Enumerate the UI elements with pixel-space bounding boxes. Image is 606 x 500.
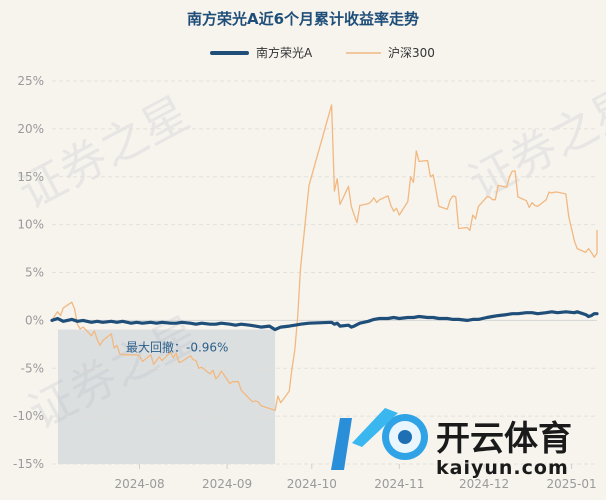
brand-logo: 开云体育 kaiyun.com: [331, 408, 572, 479]
y-tick-label: -15%: [13, 457, 44, 471]
logo-cn-text: 开云体育: [436, 419, 572, 459]
logo-url-text: kaiyun.com: [436, 457, 569, 479]
y-tick-label: 20%: [17, 122, 44, 136]
series-line-index: [51, 104, 598, 412]
x-tick-label: 2024-09: [202, 477, 252, 491]
x-tick-label: 2025-01: [547, 477, 597, 491]
y-tick-label: 15%: [17, 170, 44, 184]
y-tick-label: -10%: [13, 409, 44, 423]
logo-k-arm-icon: [352, 408, 398, 447]
legend-label-fund: 南方荣光A: [256, 45, 313, 60]
chart-title: 南方荣光A近6个月累计收益率走势: [187, 10, 419, 28]
max-drawdown-label: 最大回撤：-0.96%: [126, 340, 228, 355]
y-tick-label: -5%: [21, 361, 44, 375]
drawdown-region: [58, 329, 276, 464]
y-tick-label: 0%: [25, 313, 44, 327]
series-line-fund: [50, 310, 599, 332]
x-tick-label: 2024-10: [287, 477, 337, 491]
watermark-text-2: 证券之星: [460, 76, 606, 210]
legend-label-index: 沪深300: [388, 46, 435, 60]
x-tick-label: 2024-12: [459, 477, 509, 491]
logo-k-stem-icon: [331, 418, 352, 470]
watermark-text-1: 证券之星: [10, 86, 198, 220]
x-tick-label: 2024-11: [374, 477, 424, 491]
x-tick-label: 2024-08: [114, 477, 164, 491]
logo-ball-patch: [398, 430, 412, 444]
y-tick-label: 10%: [17, 218, 44, 232]
y-tick-label: 5%: [25, 266, 44, 280]
y-tick-label: 25%: [17, 74, 44, 88]
legend: 南方荣光A 沪深300: [210, 45, 435, 60]
